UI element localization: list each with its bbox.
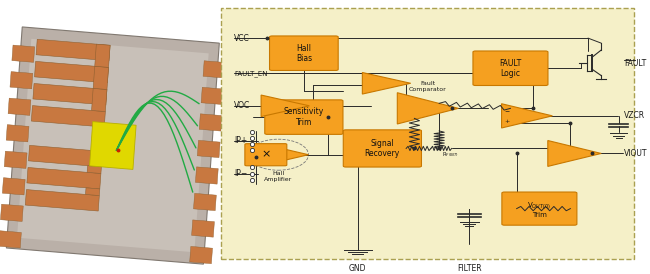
Polygon shape: [6, 125, 29, 142]
Polygon shape: [90, 122, 136, 169]
Polygon shape: [92, 88, 107, 112]
Text: Hall
Amplifier: Hall Amplifier: [264, 172, 292, 182]
Text: FAULT_EN: FAULT_EN: [234, 70, 268, 77]
Polygon shape: [502, 104, 552, 128]
Text: ×: ×: [261, 150, 270, 160]
Text: Signal
Recovery: Signal Recovery: [365, 139, 400, 158]
Polygon shape: [10, 72, 32, 89]
Polygon shape: [34, 61, 109, 83]
Polygon shape: [200, 114, 222, 131]
Polygon shape: [31, 105, 105, 127]
Text: Sensitivity
Trim: Sensitivity Trim: [284, 107, 324, 127]
Polygon shape: [190, 246, 213, 264]
Text: IP−: IP−: [234, 169, 248, 178]
FancyBboxPatch shape: [245, 144, 287, 166]
Polygon shape: [86, 188, 100, 196]
Polygon shape: [548, 141, 601, 166]
Text: FILTER: FILTER: [457, 264, 482, 273]
Text: FAULT: FAULT: [624, 59, 646, 68]
FancyBboxPatch shape: [343, 130, 421, 167]
Text: VIOUT: VIOUT: [624, 149, 647, 158]
Text: VZCR: VZCR: [624, 111, 645, 120]
Text: Fault
Comparator: Fault Comparator: [409, 81, 447, 92]
Polygon shape: [36, 39, 110, 61]
Polygon shape: [270, 146, 309, 164]
Text: GND: GND: [349, 264, 367, 273]
Polygon shape: [203, 61, 226, 78]
Text: −: −: [505, 108, 510, 113]
Polygon shape: [6, 27, 219, 264]
Text: R$_{F(INT)}$: R$_{F(INT)}$: [443, 151, 460, 159]
Polygon shape: [198, 140, 220, 158]
FancyBboxPatch shape: [502, 192, 577, 225]
Polygon shape: [196, 167, 218, 184]
Polygon shape: [93, 66, 109, 90]
Polygon shape: [12, 45, 34, 62]
Polygon shape: [201, 87, 224, 105]
Polygon shape: [87, 166, 101, 173]
Polygon shape: [25, 190, 99, 211]
Polygon shape: [8, 98, 31, 115]
Polygon shape: [5, 151, 27, 169]
Polygon shape: [397, 93, 458, 124]
Polygon shape: [27, 167, 101, 189]
Text: IP+: IP+: [234, 136, 248, 145]
Polygon shape: [194, 193, 216, 211]
FancyBboxPatch shape: [270, 36, 338, 70]
FancyBboxPatch shape: [473, 51, 548, 85]
Text: VCC: VCC: [234, 34, 250, 43]
Text: FAULT
Logic: FAULT Logic: [499, 59, 521, 78]
Text: +: +: [505, 119, 510, 124]
Polygon shape: [1, 204, 23, 221]
Polygon shape: [95, 44, 110, 67]
Text: V$_{OUT(0)}$
Trim: V$_{OUT(0)}$ Trim: [528, 200, 551, 218]
Text: VOC: VOC: [234, 101, 250, 110]
FancyBboxPatch shape: [221, 8, 634, 259]
Polygon shape: [33, 84, 107, 105]
Polygon shape: [17, 39, 209, 252]
Polygon shape: [362, 73, 411, 94]
Polygon shape: [3, 178, 25, 195]
Polygon shape: [261, 95, 309, 117]
FancyBboxPatch shape: [265, 100, 343, 134]
Text: Hall
Bias: Hall Bias: [296, 44, 312, 63]
Polygon shape: [192, 220, 215, 237]
Polygon shape: [0, 231, 21, 248]
Polygon shape: [29, 145, 103, 167]
